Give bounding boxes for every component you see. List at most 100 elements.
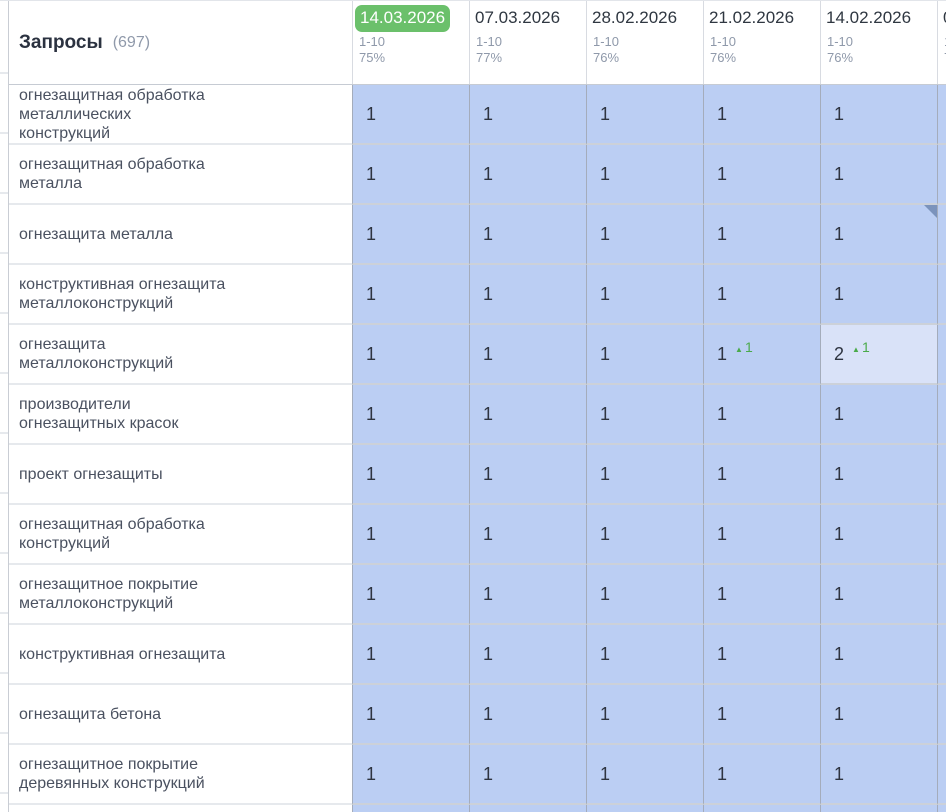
position-cell[interactable]: 1 ▲ 1	[703, 325, 820, 385]
position-value: 1	[366, 223, 377, 244]
position-cell[interactable]: 1	[469, 445, 586, 505]
table-row: огнезащита бетона 1 1 1 1 1	[9, 685, 946, 745]
position-value: 1	[483, 703, 494, 724]
position-cell[interactable]: 1	[352, 625, 469, 685]
position-cell[interactable]: 1	[703, 385, 820, 445]
position-cell[interactable]: 1	[586, 205, 703, 265]
position-value: 1	[834, 163, 845, 184]
date-column-header[interactable]: 07.03.2026 1-10 77%	[469, 1, 586, 84]
position-cell[interactable]: 1	[586, 85, 703, 145]
keyword-cell[interactable]: огнезащитная обработка металла	[9, 145, 352, 205]
position-cell[interactable]: 1	[469, 265, 586, 325]
position-cell[interactable]: 1	[586, 505, 703, 565]
keyword-text: конструктивная огнезащита металлоконстру…	[19, 276, 226, 312]
position-value: 1	[834, 703, 845, 724]
position-cell[interactable]: 1	[586, 145, 703, 205]
position-cell[interactable]: 1	[352, 205, 469, 265]
date-label: 28.02.2026	[592, 8, 678, 27]
position-cell[interactable]: 1	[703, 445, 820, 505]
position-cell[interactable]: 1	[586, 685, 703, 745]
keyword-cell[interactable]: огнезащитное покрытие деревянных констру…	[9, 745, 352, 805]
position-value: 1	[366, 283, 377, 304]
position-cell[interactable]: 1	[469, 145, 586, 205]
position-cell[interactable]: 1	[820, 625, 937, 685]
position-value: 1	[717, 523, 728, 544]
position-cell[interactable]: 1	[352, 445, 469, 505]
position-cell-clipped	[937, 685, 946, 745]
position-cell[interactable]: 1	[586, 745, 703, 805]
keyword-cell[interactable]: конструктивная огнезащита металлоконстру…	[9, 265, 352, 325]
position-cell[interactable]: 1	[469, 565, 586, 625]
keyword-cell[interactable]: огнезащитная обработка металлических кон…	[9, 85, 352, 145]
keyword-cell[interactable]: огнезащитное покрытие металлоконструкций	[9, 565, 352, 625]
position-cell[interactable]: 1	[352, 745, 469, 805]
position-cell[interactable]: 1	[469, 85, 586, 145]
position-value: 1	[717, 343, 728, 364]
keyword-cell[interactable]: огнезащита бетона	[9, 685, 352, 745]
keyword-cell[interactable]: огнезащита металлоконструкций	[9, 325, 352, 385]
position-cell[interactable]: 1	[703, 565, 820, 625]
keyword-cell[interactable]: проект огнезащиты	[9, 445, 352, 505]
date-column-header[interactable]: 28.02.2026 1-10 76%	[586, 1, 703, 84]
position-cell[interactable]: 1	[586, 265, 703, 325]
position-cell[interactable]: 1	[469, 505, 586, 565]
position-cell[interactable]: 1	[586, 565, 703, 625]
position-cell[interactable]: 1	[820, 385, 937, 445]
position-cell[interactable]: 1	[469, 205, 586, 265]
position-cell[interactable]: 1	[703, 85, 820, 145]
position-cell[interactable]: 1	[352, 85, 469, 145]
table-row-clipped	[9, 805, 946, 812]
position-cell[interactable]: 1	[703, 625, 820, 685]
position-cell[interactable]: 1	[352, 685, 469, 745]
position-cell[interactable]: 1	[352, 325, 469, 385]
position-cell[interactable]: 1	[820, 145, 937, 205]
date-column-header-partial[interactable]: 0 17	[937, 1, 946, 84]
position-cell[interactable]: 1	[820, 505, 937, 565]
position-cell[interactable]: 1	[703, 145, 820, 205]
position-cell-clipped	[937, 205, 946, 265]
position-cell[interactable]: 1	[703, 685, 820, 745]
position-cell[interactable]: 1	[586, 625, 703, 685]
position-cell[interactable]: 1	[820, 265, 937, 325]
position-cell[interactable]: 1	[586, 445, 703, 505]
keyword-cell[interactable]: огнезащитная обработка конструкций	[9, 505, 352, 565]
position-value: 1	[717, 223, 728, 244]
position-cell[interactable]: 1	[469, 385, 586, 445]
position-cell[interactable]: 1	[352, 385, 469, 445]
position-cell[interactable]: 1	[586, 325, 703, 385]
position-cell[interactable]: 1	[820, 685, 937, 745]
keyword-cell[interactable]: конструктивная огнезащита	[9, 625, 352, 685]
date-label: 07.03.2026	[475, 8, 561, 27]
position-cell[interactable]: 1	[703, 265, 820, 325]
position-cell[interactable]: 1	[469, 325, 586, 385]
position-cell[interactable]: 1	[352, 565, 469, 625]
position-cell[interactable]: 1	[703, 505, 820, 565]
position-cell[interactable]: 1	[352, 265, 469, 325]
position-cell[interactable]: 1	[703, 745, 820, 805]
position-cell[interactable]: 1	[820, 565, 937, 625]
position-value: 1	[834, 283, 845, 304]
keyword-cell[interactable]: производители огнезащитных красок	[9, 385, 352, 445]
visibility-percent-label: 75%	[359, 50, 386, 65]
date-column-header[interactable]: 21.02.2026 1-10 76%	[703, 1, 820, 84]
position-cell-clipped	[937, 565, 946, 625]
position-cell[interactable]: 2 ▲ 1	[820, 325, 937, 385]
position-cell[interactable]: 1	[352, 505, 469, 565]
keyword-cell[interactable]: огнезащита металла	[9, 205, 352, 265]
table-row: огнезащитное покрытие деревянных констру…	[9, 745, 946, 805]
position-value: 1	[483, 583, 494, 604]
position-cell[interactable]: 1	[352, 145, 469, 205]
position-cell[interactable]: 1	[820, 205, 937, 265]
position-cell[interactable]: 1	[469, 685, 586, 745]
position-cell[interactable]: 1	[820, 85, 937, 145]
date-column-header[interactable]: 14.03.2026 1-10 75%	[352, 1, 469, 84]
position-cell[interactable]: 1	[703, 205, 820, 265]
position-value: 1	[366, 103, 377, 124]
position-cell[interactable]: 1	[820, 745, 937, 805]
position-cell[interactable]: 1	[469, 625, 586, 685]
position-cell[interactable]: 1	[469, 745, 586, 805]
position-cell[interactable]: 1	[586, 385, 703, 445]
selected-date-label: 14.03.2026	[355, 5, 451, 32]
date-column-header[interactable]: 14.02.2026 1-10 76%	[820, 1, 937, 84]
position-cell[interactable]: 1	[820, 445, 937, 505]
